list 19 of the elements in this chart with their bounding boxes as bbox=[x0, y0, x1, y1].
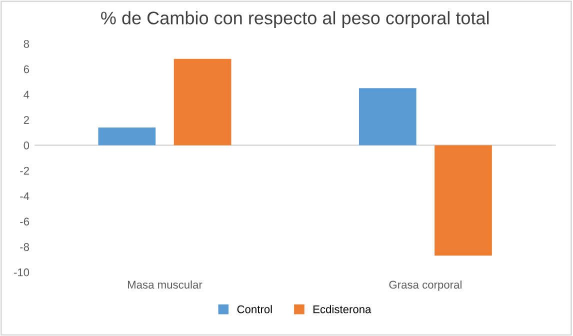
bar bbox=[434, 145, 492, 256]
y-tick-label: 0 bbox=[24, 141, 30, 150]
bar bbox=[174, 58, 232, 146]
y-tick-label: -4 bbox=[20, 192, 30, 200]
bar bbox=[358, 88, 416, 146]
y-tick-label: -10 bbox=[14, 268, 30, 276]
bar bbox=[98, 127, 156, 146]
x-tick-label: Grasa corporal bbox=[389, 280, 462, 291]
y-tick-label: -6 bbox=[20, 218, 30, 226]
y-tick-label: 2 bbox=[24, 116, 29, 124]
y-tick-label: 6 bbox=[24, 65, 30, 74]
x-tick-label: Masa muscular bbox=[128, 280, 202, 289]
y-tick-label: -2 bbox=[20, 166, 29, 175]
y-tick-label: 8 bbox=[24, 40, 30, 48]
y-tick-label: 4 bbox=[24, 90, 30, 98]
legend-label: Ecdisterona bbox=[313, 305, 372, 314]
legend-label: Control bbox=[237, 305, 272, 314]
chart-title: % de Cambio con respecto al peso corporal total bbox=[101, 11, 489, 28]
y-tick-label: -8 bbox=[20, 243, 30, 251]
